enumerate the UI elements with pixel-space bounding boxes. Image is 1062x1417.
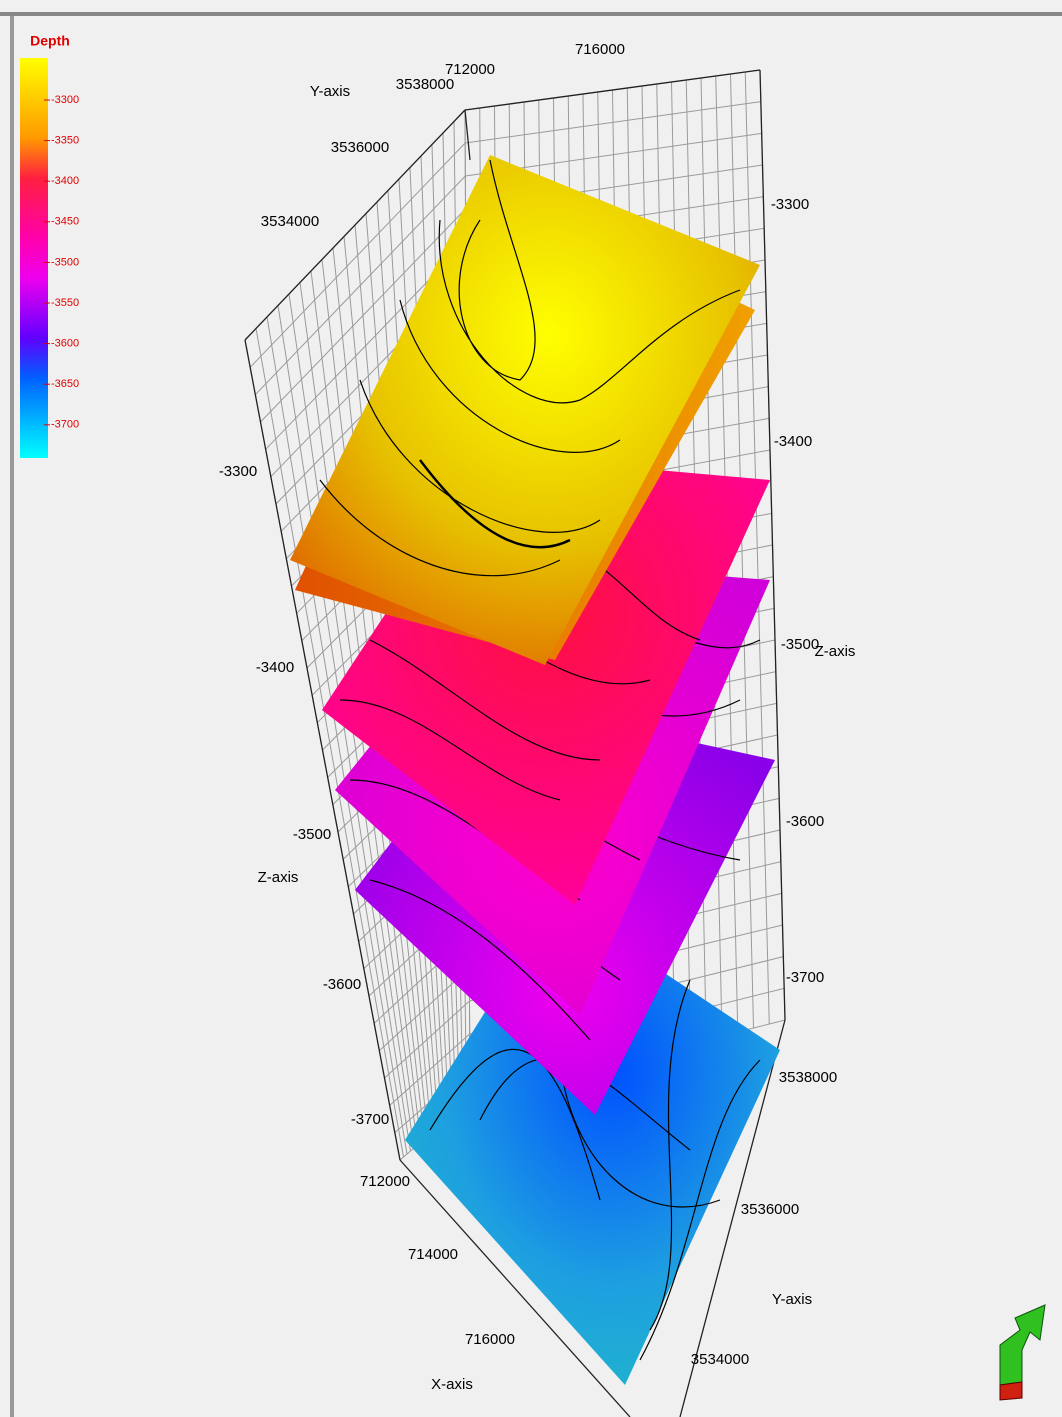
axis-label: X-axis: [431, 1376, 473, 1393]
legend-tick-label: -3400: [51, 175, 79, 187]
window-border: [0, 12, 1062, 16]
tick-label: -3700: [786, 969, 824, 986]
axis-label: Y-axis: [772, 1291, 812, 1308]
color-bar: [20, 58, 48, 458]
tick-label: -3300: [219, 463, 257, 480]
axis-label: Z-axis: [815, 643, 856, 660]
surfaces: [290, 155, 780, 1385]
orientation-arrow: [999, 1304, 1046, 1401]
grid-line: [260, 208, 466, 423]
axis-box: [244, 69, 786, 1417]
grid-line: [254, 175, 466, 396]
tick-label: 716000: [465, 1331, 515, 1348]
window-border: [10, 16, 14, 1417]
tick-label: 712000: [445, 61, 495, 78]
tick-label: 716000: [575, 41, 625, 58]
legend-tick-label: -3300: [51, 94, 79, 106]
tick-label: 3536000: [741, 1201, 799, 1218]
tick-label: 3538000: [779, 1069, 837, 1086]
tick-label: 3536000: [331, 139, 389, 156]
legend-tick-label: -3700: [51, 419, 79, 431]
tick-label: -3600: [323, 976, 361, 993]
tick-label: 3534000: [691, 1351, 749, 1368]
legend-tick-label: -3500: [51, 256, 79, 268]
axis-label: Z-axis: [258, 869, 299, 886]
grid-line: [249, 142, 466, 368]
grid-line: [465, 101, 761, 144]
legend-tick-label: -3650: [51, 378, 79, 390]
tick-label: 3534000: [261, 213, 319, 230]
tick-label: -3500: [781, 636, 819, 653]
tick-label: -3300: [771, 196, 809, 213]
grid-line: [389, 1033, 470, 1106]
tick-label: -3400: [256, 659, 294, 676]
axis-labels: Y-axis 3538000 3536000 3534000 712000 71…: [219, 41, 856, 1393]
legend-tick-label: -3600: [51, 338, 79, 350]
tick-label: -3600: [786, 813, 824, 830]
tick-label: 712000: [360, 1173, 410, 1190]
legend-tick-label: -3550: [51, 297, 79, 309]
tick-label: 3538000: [396, 76, 454, 93]
legend-tick-label: -3450: [51, 216, 79, 228]
tick-label: -3400: [774, 433, 812, 450]
legend-tick-label: -3350: [51, 135, 79, 147]
tick-label: -3700: [351, 1111, 389, 1128]
grid-line: [384, 1000, 470, 1079]
tick-label: 714000: [408, 1246, 458, 1263]
legend-ticks: -3300 -3350 -3400 -3450 -3500 -3550 -3600 -3650…: [44, 94, 79, 431]
legend-title: Depth: [30, 33, 70, 49]
axis-label: Y-axis: [310, 83, 350, 100]
tick-label: -3500: [293, 826, 331, 843]
